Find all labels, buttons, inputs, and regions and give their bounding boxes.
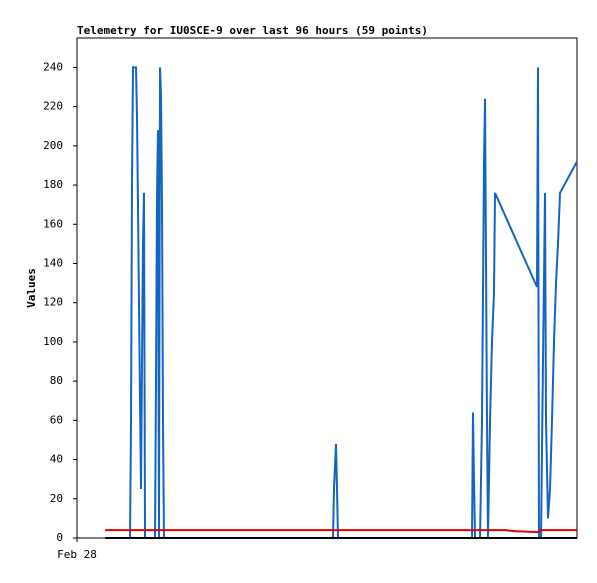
- x-tick-label: Feb 28: [57, 548, 97, 561]
- y-tick-label: 100: [43, 335, 63, 348]
- y-axis-label: Values: [25, 268, 38, 308]
- series-line: [129, 66, 578, 539]
- y-tick-label: 0: [56, 531, 63, 544]
- y-tick-label: 200: [43, 139, 63, 152]
- y-tick-label: 220: [43, 100, 63, 113]
- y-tick-label: 20: [50, 492, 63, 505]
- y-tick-label: 80: [50, 374, 63, 387]
- series-line: [105, 529, 577, 534]
- y-tick-label: 180: [43, 178, 63, 191]
- y-tick-label: 40: [50, 453, 63, 466]
- y-tick-label: 60: [50, 413, 63, 426]
- y-tick-label: 120: [43, 296, 63, 309]
- y-tick-label: 140: [43, 256, 63, 269]
- y-tick-label: 240: [43, 60, 63, 73]
- y-tick-label: 160: [43, 217, 63, 230]
- chart-title: Telemetry for IU0SCE-9 over last 96 hour…: [77, 24, 428, 37]
- plot-frame: [76, 37, 578, 539]
